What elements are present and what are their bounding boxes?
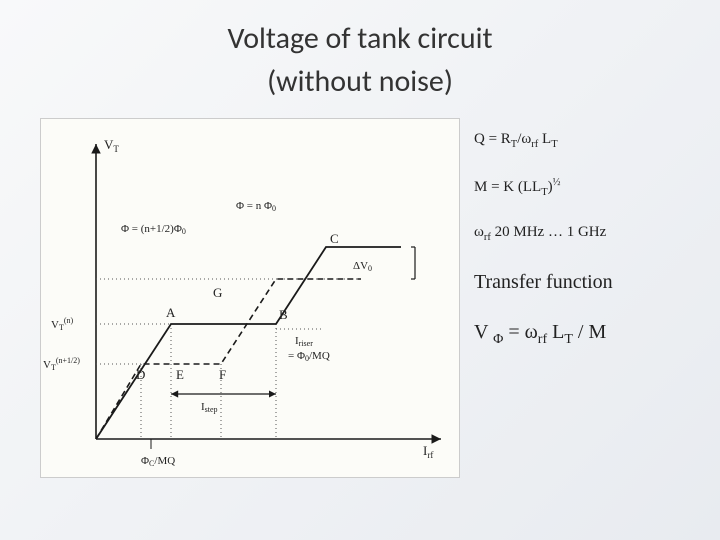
eq-vphi: V Φ = ωrf LT / M <box>474 319 680 349</box>
content-row: A B C D E F G VT Irf VT(n) VT(n+1/2) Φ =… <box>40 118 680 478</box>
i-step-label: Istep <box>201 401 218 414</box>
label-a: A <box>166 305 176 320</box>
y-level-n: VT(n) <box>51 316 74 332</box>
y-axis-label: VT <box>104 137 119 154</box>
i-riser-val: = Φ0/MQ <box>288 350 330 363</box>
phi-n-label: Φ = n Φ0 <box>236 200 276 213</box>
eq-omega: ωrf 20 MHz … 1 GHz <box>474 223 680 245</box>
label-e: E <box>176 367 184 382</box>
phi-c-mq-label: ΦC/MQ <box>141 455 175 468</box>
eq-q: Q = RT/ωrf LT <box>474 130 680 152</box>
y-level-n12: VT(n+1/2) <box>43 356 80 372</box>
i-riser-label: Iriser <box>295 335 313 348</box>
delta-v0-label: ΔV0 <box>353 260 372 273</box>
staircase-solid <box>96 247 401 439</box>
slide-title-line1: Voltage of tank circuit <box>40 20 680 57</box>
label-c: C <box>330 231 339 246</box>
label-d: D <box>136 367 145 382</box>
phi-n12-label: Φ = (n+1/2)Φ0 <box>121 223 186 236</box>
eq-m: M = K (LLT)½ <box>474 176 680 200</box>
label-b: B <box>279 307 288 322</box>
diagram-container: A B C D E F G VT Irf VT(n) VT(n+1/2) Φ =… <box>40 118 460 478</box>
x-axis-label: Irf <box>423 443 433 460</box>
slide-title-line2: (without noise) <box>40 63 680 100</box>
staircase-diagram: A B C D E F G VT Irf VT(n) VT(n+1/2) Φ =… <box>41 119 461 479</box>
label-g: G <box>213 285 222 300</box>
equations-column: Q = RT/ωrf LT M = K (LLT)½ ωrf 20 MHz … … <box>474 118 680 478</box>
label-f: F <box>219 367 226 382</box>
transfer-heading: Transfer function <box>474 269 680 295</box>
